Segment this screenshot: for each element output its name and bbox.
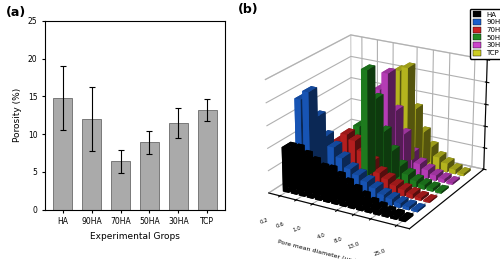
Y-axis label: Porosity (%): Porosity (%) [13,88,22,142]
Bar [111,161,130,210]
Bar [198,110,217,210]
X-axis label: Experimental Grops: Experimental Grops [90,232,180,241]
Text: (a): (a) [6,6,25,19]
Bar [140,142,159,210]
Bar [82,119,101,210]
Legend: HA, 90HA, 70HA, 50HA, 30HA, TCP: HA, 90HA, 70HA, 50HA, 30HA, TCP [470,9,500,59]
Bar [53,98,72,210]
Text: (b): (b) [238,3,259,16]
X-axis label: Pore mean diameter (um): Pore mean diameter (um) [277,240,356,259]
Bar [169,123,188,210]
